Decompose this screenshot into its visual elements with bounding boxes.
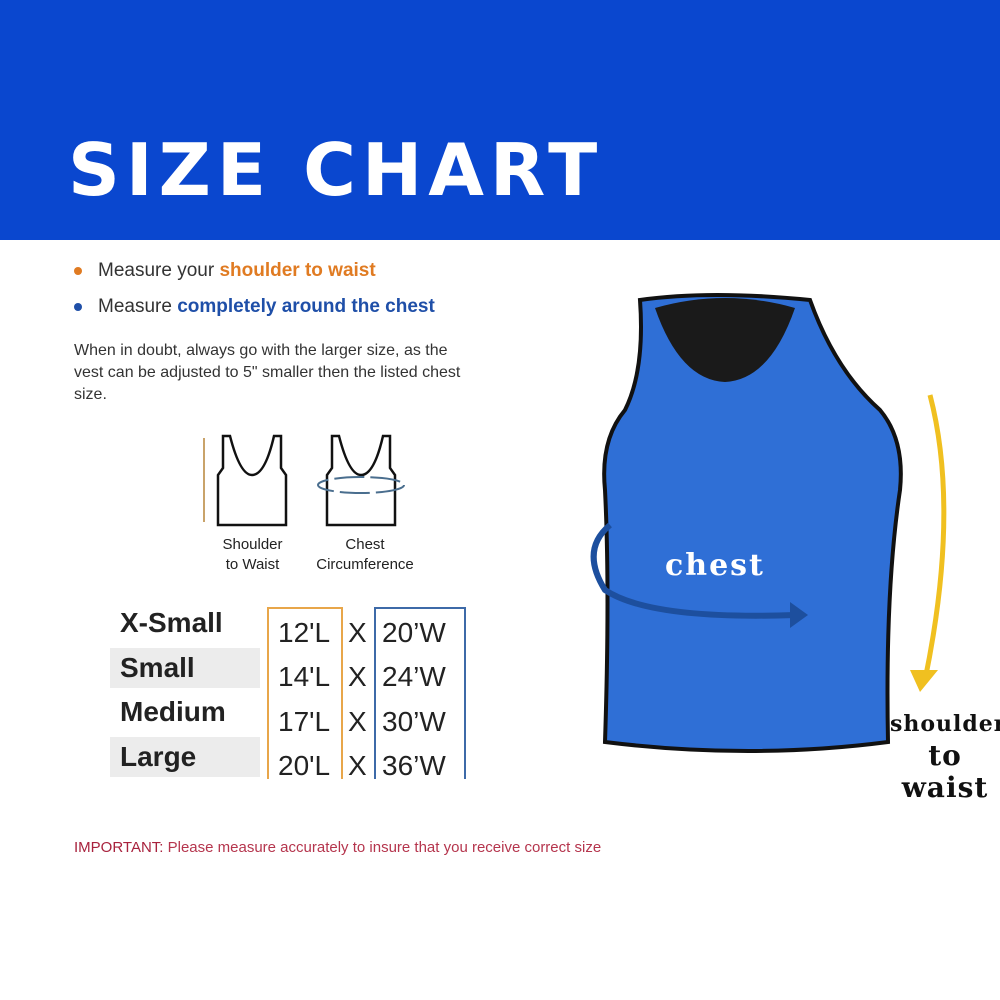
shoulder-waist-label: shoulder to waist [890, 708, 1000, 804]
measurement-diagrams [203, 434, 405, 527]
chest-caption: Chest Circumference [300, 535, 430, 575]
shoulder-to-waist-diagram [203, 434, 288, 527]
chest-label: chest [665, 548, 765, 583]
separator: X [348, 617, 367, 648]
vest-body [602, 293, 903, 753]
length-value: 14'L [278, 661, 331, 692]
page-title: SIZE CHART [68, 128, 604, 212]
length-value: 12'L [278, 617, 331, 648]
length-column-frame [267, 607, 343, 779]
width-value: 30’W [382, 706, 446, 737]
separator: X [348, 750, 367, 781]
size-label: Large [110, 737, 260, 777]
bullet-icon [74, 302, 82, 311]
instruction-chest: Measure completely around the chest [74, 296, 435, 318]
arrow-head-icon [910, 670, 938, 692]
important-text: Please measure accurately to insure that… [163, 839, 602, 856]
instruction-highlight: shoulder to waist [219, 260, 376, 281]
size-label: Small [110, 648, 260, 688]
instruction-text: Measure [98, 296, 178, 317]
instruction-text: Measure your [98, 260, 220, 281]
arrow-head-icon [790, 602, 808, 628]
instruction-shoulder: Measure your shoulder to waist [74, 260, 376, 282]
label-line: shoulder [890, 711, 1000, 737]
separator: X [348, 661, 367, 692]
size-label: X-Small [120, 607, 223, 638]
label-line: waist [901, 771, 989, 804]
length-value: 17'L [278, 706, 331, 737]
label-line: to [928, 739, 962, 772]
length-value: 20'L [278, 750, 331, 781]
vest-neck [655, 298, 795, 382]
sizing-note: When in doubt, always go with the larger… [74, 342, 461, 403]
width-value: 36’W [382, 750, 446, 781]
bullet-icon [74, 266, 82, 275]
important-label: IMPORTANT: [74, 839, 164, 856]
shoulder-waist-arrow [922, 394, 947, 681]
caption-line: Chest [345, 536, 385, 553]
caption-line: Circumference [316, 556, 414, 573]
header-banner: SIZE CHART [0, 0, 1000, 240]
important-note: IMPORTANT: Please measure accurately to … [74, 838, 601, 858]
caption-line: to Waist [225, 556, 280, 573]
instruction-highlight: completely around the chest [177, 296, 435, 317]
vest-photo [590, 293, 947, 753]
chest-circumference-diagram [317, 434, 405, 527]
chest-arrow [590, 522, 796, 619]
width-value: 24’W [382, 661, 446, 692]
separator: X [348, 706, 367, 737]
size-label: Medium [120, 696, 226, 727]
shoulder-caption: Shoulder to Waist [205, 535, 300, 575]
width-value: 20’W [382, 617, 446, 648]
width-column-frame [374, 607, 466, 779]
caption-line: Shoulder [222, 536, 283, 553]
